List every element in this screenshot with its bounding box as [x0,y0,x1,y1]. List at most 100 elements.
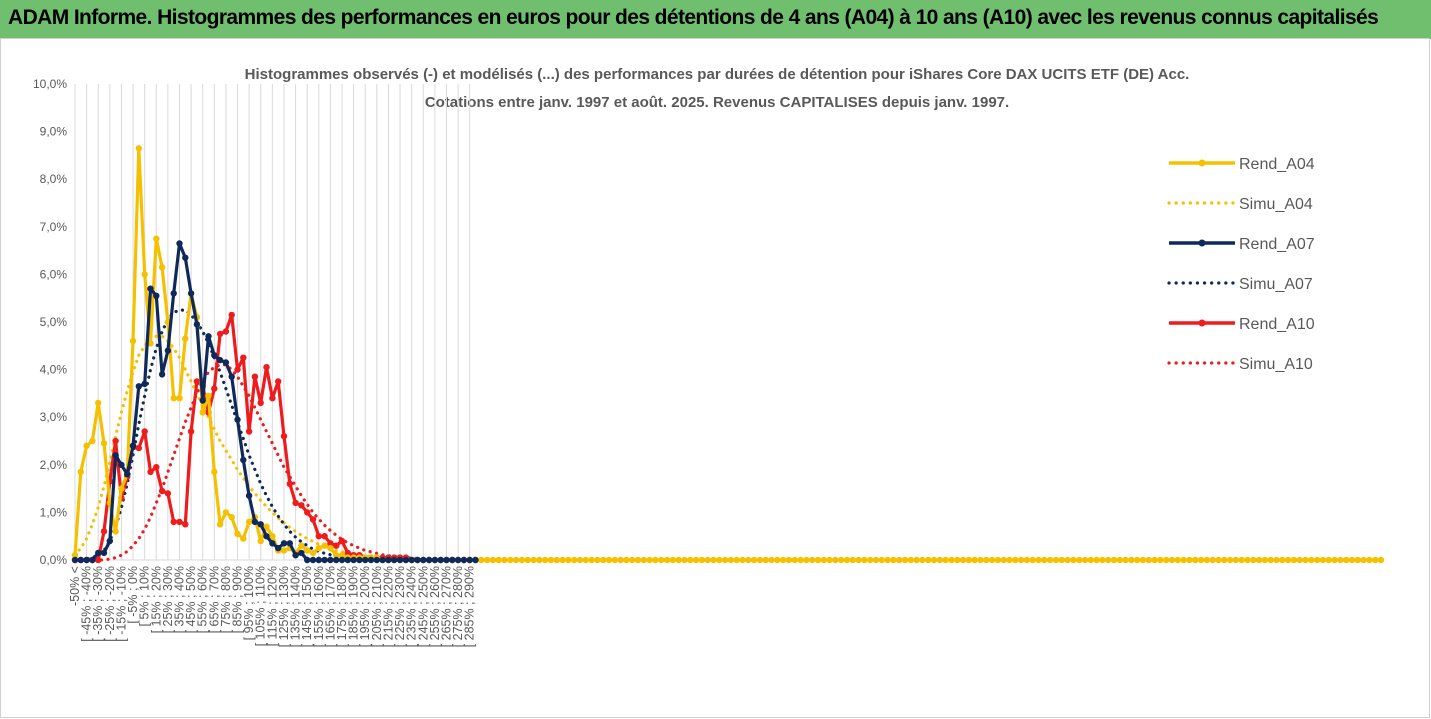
data-point [594,556,601,564]
data-point [1186,556,1193,564]
data-point [234,416,241,423]
data-point [118,485,125,492]
x-tick-label: [ -15% ; -10% [114,566,128,642]
data-point [762,556,769,564]
data-point [228,514,235,521]
y-tick-label: 5,0% [40,315,68,329]
x-tick-label: [ -35% ; -30% [91,566,105,642]
data-point [327,544,334,552]
data-point [576,556,584,564]
data-point [269,533,276,540]
data-point [129,442,137,449]
data-point [251,373,259,380]
data-point [983,556,990,564]
data-point [228,373,235,380]
data-point [1081,556,1089,564]
data-point [803,556,810,564]
x-tick-label: [ 255% ; 260% [428,566,442,647]
x-tick-label: [ 75% ; 80% [219,566,233,633]
data-point [147,340,154,347]
data-point [292,499,299,507]
data-point [95,399,102,407]
data-point [89,437,96,445]
data-point [675,556,682,564]
data-point [193,321,201,328]
data-point [745,556,752,564]
y-tick-label: 4,0% [40,363,68,377]
data-point [1273,556,1280,564]
x-tick-label: [ 135% ; 140% [289,566,303,647]
data-point [309,549,317,557]
x-tick-label: [ 175% ; 180% [335,566,349,647]
grid [74,84,1381,561]
data-point [652,556,659,564]
data-point [971,556,978,564]
data-point [600,556,607,564]
data-point [199,409,206,416]
data-point [89,556,96,564]
data-point [205,392,212,399]
x-tick-label: [ 145% ; 150% [300,566,314,647]
data-point [483,556,491,564]
data-point [1122,556,1129,564]
histogram-chart: Histogrammes observés (-) et modélisés (… [33,66,1385,647]
data-point [460,556,468,564]
data-point [315,544,322,552]
data-point [1023,556,1031,564]
series-lines [71,145,1385,564]
data-point [739,556,746,564]
data-point [118,461,125,468]
data-point [756,556,764,564]
data-point [1145,556,1153,564]
legend-label: Simu_A07 [1239,276,1313,293]
x-tick-label: -50% < [68,566,82,606]
data-point [280,547,288,554]
data-point [640,556,647,564]
data-point [1163,556,1170,564]
data-point [704,556,711,564]
data-point [1284,556,1292,564]
data-point [623,556,630,564]
y-axis: 0,0% 1,0% 2,0% 3,0% 4,0% 5,0% 6,0% 7,0% 8,0% 9,0%… [33,77,67,567]
x-tick-label: [ 45% ; 50% [184,566,198,633]
data-point [240,354,247,361]
data-point [216,330,224,338]
series-Rend_A07 [71,240,479,564]
legend-label: Rend_A07 [1239,236,1315,253]
data-point [245,492,253,499]
legend-item-Rend_A10: Rend_A10 [1169,316,1315,333]
data-point [779,556,787,564]
data-point [187,428,195,435]
data-point [77,556,85,564]
data-point [1238,556,1245,564]
data-point [182,335,189,342]
x-tick-label: [ 25% ; 30% [161,566,175,633]
x-tick-label: [ 275% ; 280% [451,566,465,647]
data-point [176,518,183,526]
data-point [1116,556,1124,564]
data-point [687,556,694,564]
data-point [234,530,241,537]
data-point [617,556,624,564]
data-point [721,556,729,564]
data-point [1151,556,1158,564]
data-point [1314,556,1321,564]
data-point [1099,556,1106,564]
data-point [681,556,688,564]
data-point [437,556,444,564]
x-tick-label: [ 285% ; 290% [463,566,477,647]
data-point [234,366,241,373]
data-point [141,428,148,435]
data-point [658,556,665,564]
data-point [542,556,549,564]
y-tick-label: 10,0% [33,77,67,91]
data-point [629,556,636,564]
data-point [164,490,172,497]
data-point [408,556,415,564]
data-point [187,290,195,297]
data-point [1325,556,1333,564]
data-point [1360,556,1367,564]
data-point [1226,556,1234,564]
x-tick-label: [ 65% ; 70% [207,566,221,633]
data-point [338,552,346,559]
